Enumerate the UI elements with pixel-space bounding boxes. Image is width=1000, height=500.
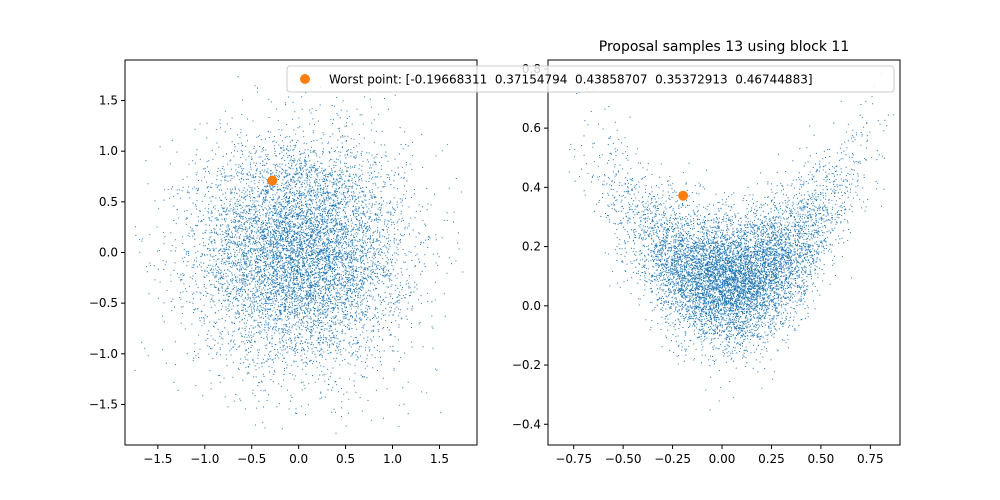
x-tick-label: −0.50: [605, 452, 642, 466]
left-x-ticks: −1.5 −1.0 −0.5 0.0 0.5 1.0 1.5: [143, 445, 449, 466]
y-tick-label: −0.2: [512, 358, 541, 372]
y-tick-label: 1.5: [99, 94, 118, 108]
x-tick-label: 0.5: [336, 452, 355, 466]
y-tick-label: 1.0: [99, 144, 118, 158]
x-tick-label: 0.50: [808, 452, 835, 466]
x-tick-label: 0.25: [758, 452, 785, 466]
sample-points-path: [134, 76, 464, 434]
x-tick-label: 0.75: [857, 452, 884, 466]
worst-point-marker: [678, 190, 689, 201]
left-worst-point: [267, 175, 278, 186]
x-tick-label: −0.5: [237, 452, 266, 466]
legend: Worst point: [-0.19668311 0.37154794 0.4…: [286, 65, 895, 93]
x-tick-label: 0.0: [289, 452, 308, 466]
left-sample-points: [134, 76, 464, 434]
x-tick-label: 1.0: [383, 452, 402, 466]
y-tick-label: 0.4: [522, 180, 541, 194]
legend-worst-point-marker: [300, 74, 310, 84]
y-tick-label: 0.0: [99, 246, 118, 260]
x-tick-label: 0.00: [709, 452, 736, 466]
y-tick-label: −0.5: [89, 296, 118, 310]
x-tick-label: −0.25: [654, 452, 691, 466]
sample-points-path: [562, 65, 895, 411]
y-tick-label: 0.6: [522, 121, 541, 135]
y-tick-label: −1.0: [89, 347, 118, 361]
right-x-ticks: −0.75 −0.50 −0.25 0.00 0.25 0.50 0.75: [555, 445, 884, 466]
x-tick-label: 1.5: [430, 452, 449, 466]
right-worst-point: [678, 190, 689, 201]
worst-point-marker: [267, 175, 278, 186]
right-axes-frame: [547, 59, 901, 446]
right-sample-points: [562, 65, 895, 411]
y-tick-label: −1.5: [89, 397, 118, 411]
left-scatter-panel: −1.5 −1.0 −0.5 0.0 0.5 1.0 1.5 −1.5 −1.0 −0.5 0.0…: [89, 59, 478, 466]
x-tick-label: −1.0: [190, 452, 219, 466]
x-tick-label: −1.5: [143, 452, 172, 466]
legend-box: [286, 65, 895, 93]
y-tick-label: −0.4: [512, 417, 541, 431]
y-tick-label: 0.0: [522, 299, 541, 313]
x-tick-label: −0.75: [555, 452, 592, 466]
y-tick-label: 0.5: [99, 195, 118, 209]
right-scatter-panel: Proposal samples 13 using block 11 −0.75…: [512, 39, 901, 466]
left-y-ticks: −1.5 −1.0 −0.5 0.0 0.5 1.0 1.5: [89, 94, 125, 411]
right-chart-title: Proposal samples 13 using block 11: [599, 39, 849, 55]
y-tick-label: 0.2: [522, 240, 541, 254]
right-y-ticks: −0.4−0.20.00.20.40.60.8: [512, 62, 548, 431]
legend-label: Worst point: [-0.19668311 0.37154794 0.4…: [329, 73, 813, 87]
